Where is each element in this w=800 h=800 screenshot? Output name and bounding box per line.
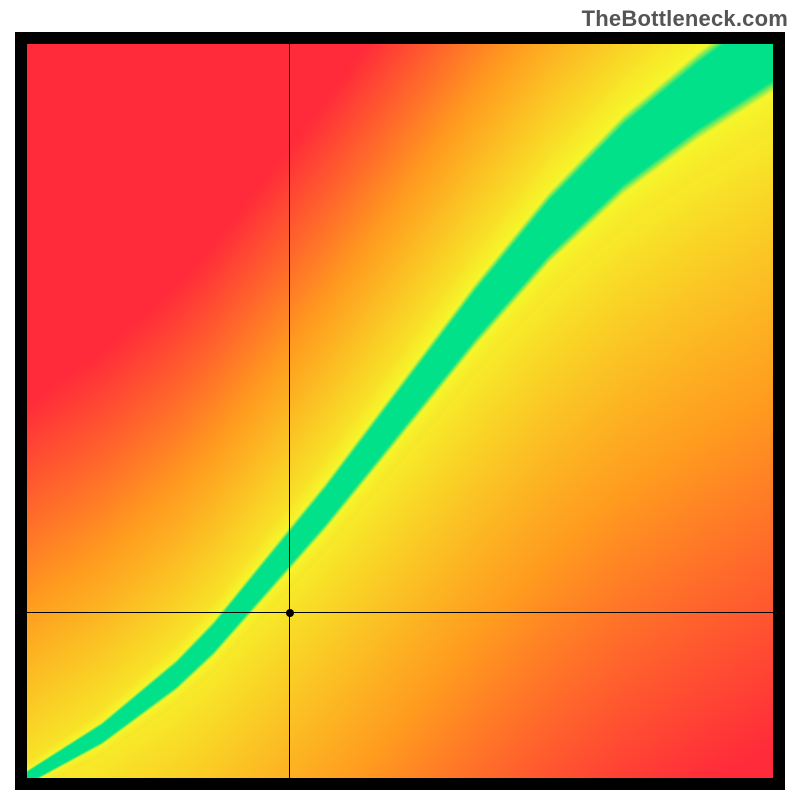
crosshair-vertical	[289, 44, 290, 778]
plot-frame	[15, 32, 785, 790]
crosshair-horizontal	[27, 612, 773, 613]
heatmap-canvas	[27, 44, 773, 778]
watermark-text: TheBottleneck.com	[582, 6, 788, 32]
crosshair-marker-dot	[286, 609, 294, 617]
